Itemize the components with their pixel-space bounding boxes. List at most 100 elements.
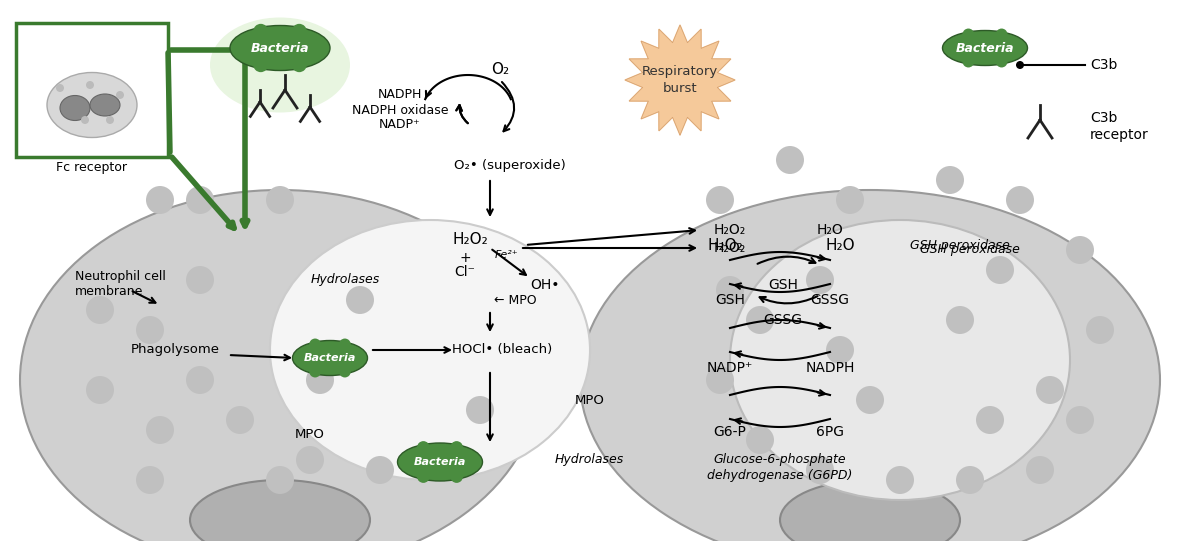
Text: GSSG: GSSG [763,313,803,327]
Text: burst: burst [662,82,697,95]
Text: OH•: OH• [530,278,559,292]
Circle shape [311,41,326,56]
Text: Bacteria: Bacteria [955,42,1014,55]
Text: GSH: GSH [768,278,798,292]
Text: Fe²⁺: Fe²⁺ [496,250,518,260]
Circle shape [1013,42,1024,54]
Circle shape [467,456,480,469]
Text: H₂O₂: H₂O₂ [714,241,746,255]
Circle shape [936,166,964,194]
Text: receptor: receptor [1090,128,1148,142]
Circle shape [292,57,307,72]
Text: +: + [460,251,470,265]
Ellipse shape [780,480,960,541]
Text: GSH: GSH [715,293,745,307]
Text: NADPH: NADPH [378,89,422,102]
Circle shape [186,186,214,214]
Circle shape [253,24,269,39]
Circle shape [310,366,320,378]
Text: Glucose-6-phosphate: Glucose-6-phosphate [714,453,846,466]
Circle shape [856,386,884,414]
Circle shape [266,186,294,214]
Text: H₂O: H₂O [817,223,844,237]
Circle shape [116,91,124,99]
Circle shape [806,266,834,294]
Text: NADP⁺: NADP⁺ [707,361,754,375]
Text: MPO: MPO [295,428,325,441]
Circle shape [292,24,307,39]
Circle shape [226,406,254,434]
Ellipse shape [230,25,330,70]
Circle shape [706,186,734,214]
Circle shape [86,81,94,89]
Circle shape [146,186,174,214]
Circle shape [746,306,774,334]
Circle shape [253,57,269,72]
Circle shape [996,56,1008,68]
Text: Fc receptor: Fc receptor [56,162,127,175]
Circle shape [886,466,914,494]
Ellipse shape [270,220,590,480]
Circle shape [340,339,350,350]
Text: Hydrolases: Hydrolases [554,453,624,466]
Ellipse shape [90,94,120,116]
Circle shape [1086,316,1114,344]
Circle shape [266,466,294,494]
Circle shape [56,84,64,92]
Text: H₂O: H₂O [826,237,854,253]
Circle shape [186,266,214,294]
Polygon shape [625,25,734,135]
Text: Cl⁻: Cl⁻ [455,265,475,279]
Circle shape [1066,236,1094,264]
Circle shape [836,186,864,214]
Text: Respiratory: Respiratory [642,65,718,78]
Text: H₂O₂: H₂O₂ [707,237,743,253]
Circle shape [146,416,174,444]
Ellipse shape [293,340,367,375]
Ellipse shape [190,480,370,541]
Ellipse shape [730,220,1070,500]
Circle shape [310,339,320,350]
Circle shape [296,446,324,474]
Text: Bacteria: Bacteria [304,353,356,363]
Circle shape [418,470,430,483]
Text: GSH peroxidase: GSH peroxidase [910,239,1010,252]
Circle shape [346,286,374,314]
Circle shape [294,352,306,364]
Circle shape [450,441,463,454]
Text: O₂• (superoxide): O₂• (superoxide) [454,159,566,171]
Circle shape [82,116,89,124]
Circle shape [354,352,366,364]
Circle shape [1006,186,1034,214]
Text: H₂O₂: H₂O₂ [714,223,746,237]
Text: NADPH: NADPH [805,361,854,375]
Text: GSSG: GSSG [810,293,850,307]
Ellipse shape [20,190,540,541]
Circle shape [306,366,334,394]
Text: C3b: C3b [1090,111,1117,125]
Circle shape [962,29,974,40]
Circle shape [956,466,984,494]
Circle shape [86,376,114,404]
Circle shape [136,466,164,494]
Text: NADP⁺: NADP⁺ [379,118,421,131]
Circle shape [746,426,774,454]
Circle shape [996,29,1008,40]
Text: Hydrolases: Hydrolases [311,274,379,287]
Circle shape [826,336,854,364]
Circle shape [466,396,494,424]
FancyBboxPatch shape [16,23,168,157]
Text: O₂: O₂ [491,63,509,77]
Circle shape [186,366,214,394]
Text: HOCl• (bleach): HOCl• (bleach) [452,344,552,357]
Text: GSH peroxidase: GSH peroxidase [920,243,1020,256]
Circle shape [1066,406,1094,434]
Ellipse shape [47,72,137,137]
Circle shape [366,456,394,484]
Ellipse shape [942,30,1027,65]
Circle shape [706,366,734,394]
Circle shape [106,116,114,124]
Text: ← MPO: ← MPO [493,294,536,307]
Circle shape [946,306,974,334]
Ellipse shape [580,190,1160,541]
